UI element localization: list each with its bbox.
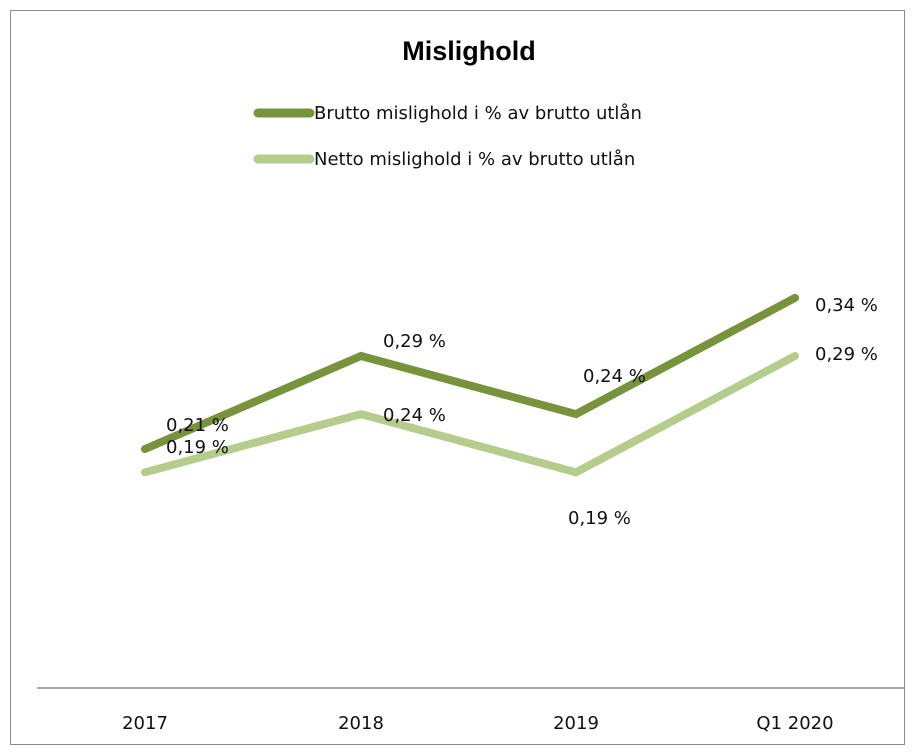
data-label-netto-1: 0,24 % [383, 405, 446, 426]
series-layer [141, 293, 799, 477]
data-label-brutto-1: 0,29 % [383, 331, 446, 352]
chart-title: Mislighold [402, 36, 535, 66]
data-label-layer: 0,21 % 0,29 % 0,24 % 0,34 % 0,19 % 0,24 % 0,19… [166, 295, 878, 529]
x-tick-layer: 2017 2018 2019 Q1 2020 [122, 713, 833, 734]
x-tick-label-1: 2018 [338, 713, 384, 734]
data-label-netto-0: 0,19 % [166, 437, 229, 458]
legend-label-brutto: Brutto mislighold i % av brutto utlån [314, 103, 642, 124]
data-label-netto-3: 0,29 % [815, 344, 878, 365]
legend: Brutto mislighold i % av brutto utlån Ne… [253, 103, 642, 170]
data-label-brutto-2: 0,24 % [583, 366, 646, 387]
legend-label-netto: Netto mislighold i % av brutto utlån [314, 149, 635, 170]
data-label-brutto-3: 0,34 % [815, 295, 878, 316]
x-tick-label-0: 2017 [122, 713, 168, 734]
x-tick-label-2: 2019 [553, 713, 599, 734]
series-line-brutto [141, 293, 799, 453]
data-label-netto-2: 0,19 % [568, 508, 631, 529]
series-line-netto [141, 352, 799, 477]
data-label-brutto-0: 0,21 % [166, 415, 229, 436]
x-tick-label-3: Q1 2020 [756, 713, 833, 734]
